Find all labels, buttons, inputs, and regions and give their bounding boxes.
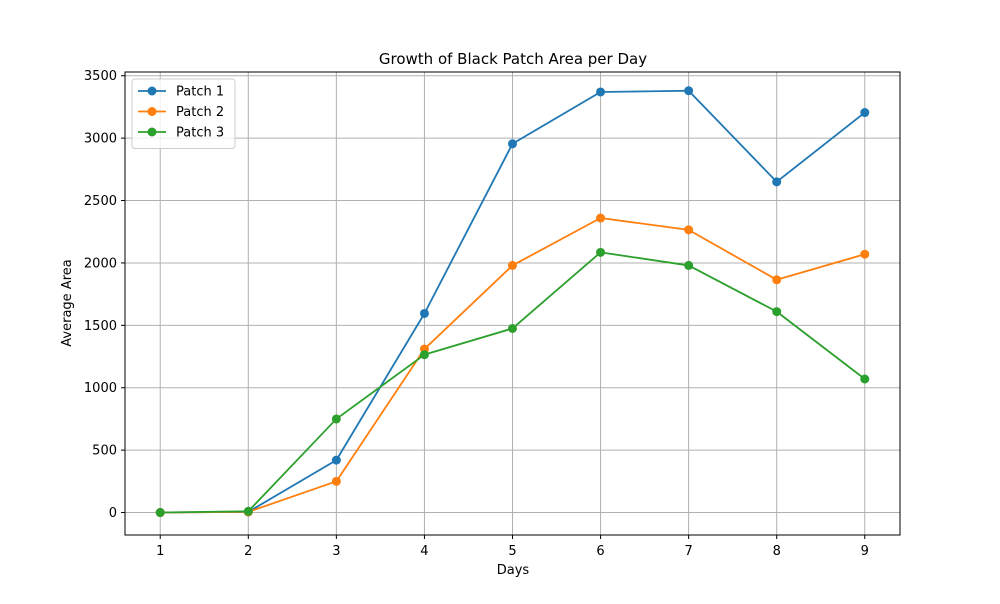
x-tick-label: 5 bbox=[508, 544, 516, 559]
x-tick-label: 1 bbox=[156, 544, 164, 559]
data-point bbox=[243, 506, 253, 516]
x-tick-label: 4 bbox=[420, 544, 428, 559]
legend-label: Patch 1 bbox=[176, 85, 224, 100]
y-tick-label: 2000 bbox=[84, 256, 117, 271]
data-point bbox=[419, 308, 429, 318]
x-tick-label: 3 bbox=[332, 544, 340, 559]
data-point bbox=[684, 225, 694, 235]
data-point bbox=[684, 260, 694, 270]
legend-label: Patch 3 bbox=[176, 126, 224, 141]
x-axis-ticks: 1 2 3 4 5 6 7 8 9 bbox=[156, 535, 869, 559]
series-1 bbox=[155, 86, 870, 518]
y-axis-title: Average Area bbox=[60, 259, 75, 346]
data-point bbox=[860, 108, 870, 118]
data-point bbox=[331, 414, 341, 424]
y-tick-label: 1000 bbox=[84, 381, 117, 396]
data-point bbox=[331, 455, 341, 465]
chart-title: Growth of Black Patch Area per Day bbox=[379, 50, 647, 68]
data-point bbox=[772, 177, 782, 187]
data-point bbox=[860, 249, 870, 259]
y-tick-label: 2500 bbox=[84, 194, 117, 209]
y-tick-label: 3000 bbox=[84, 132, 117, 147]
legend-item: Patch 1 bbox=[138, 85, 224, 100]
legend-marker bbox=[147, 127, 157, 137]
x-tick-label: 8 bbox=[773, 544, 781, 559]
legend-item: Patch 2 bbox=[138, 105, 224, 120]
data-point bbox=[155, 508, 165, 518]
y-axis-ticks: 0 500 1000 1500 2000 2500 3000 3500 bbox=[84, 69, 125, 521]
y-tick-label: 1500 bbox=[84, 319, 117, 334]
data-point bbox=[860, 374, 870, 384]
series-2 bbox=[155, 213, 870, 518]
legend-item: Patch 3 bbox=[138, 126, 224, 141]
x-tick-label: 2 bbox=[244, 544, 252, 559]
data-point bbox=[508, 260, 517, 270]
data-point bbox=[508, 323, 517, 333]
data-point bbox=[331, 476, 341, 486]
x-tick-label: 6 bbox=[596, 544, 604, 559]
data-point bbox=[596, 87, 606, 97]
x-tick-label: 7 bbox=[684, 544, 692, 559]
y-tick-label: 500 bbox=[92, 444, 117, 459]
data-point bbox=[772, 307, 782, 317]
series-3 bbox=[155, 247, 870, 518]
series-layer bbox=[155, 86, 870, 518]
legend-label: Patch 2 bbox=[176, 105, 224, 120]
data-point bbox=[772, 275, 782, 285]
legend: Patch 1 Patch 2 Patch 3 bbox=[131, 78, 236, 149]
data-point bbox=[684, 86, 694, 96]
data-point bbox=[419, 350, 429, 360]
y-tick-label: 0 bbox=[109, 506, 117, 521]
legend-marker bbox=[147, 86, 157, 96]
x-tick-label: 9 bbox=[861, 544, 869, 559]
data-point bbox=[596, 247, 606, 257]
data-point bbox=[508, 139, 517, 149]
data-point bbox=[596, 213, 606, 223]
y-tick-label: 3500 bbox=[84, 69, 117, 84]
x-axis-title: Days bbox=[497, 563, 530, 578]
legend-marker bbox=[147, 107, 157, 116]
